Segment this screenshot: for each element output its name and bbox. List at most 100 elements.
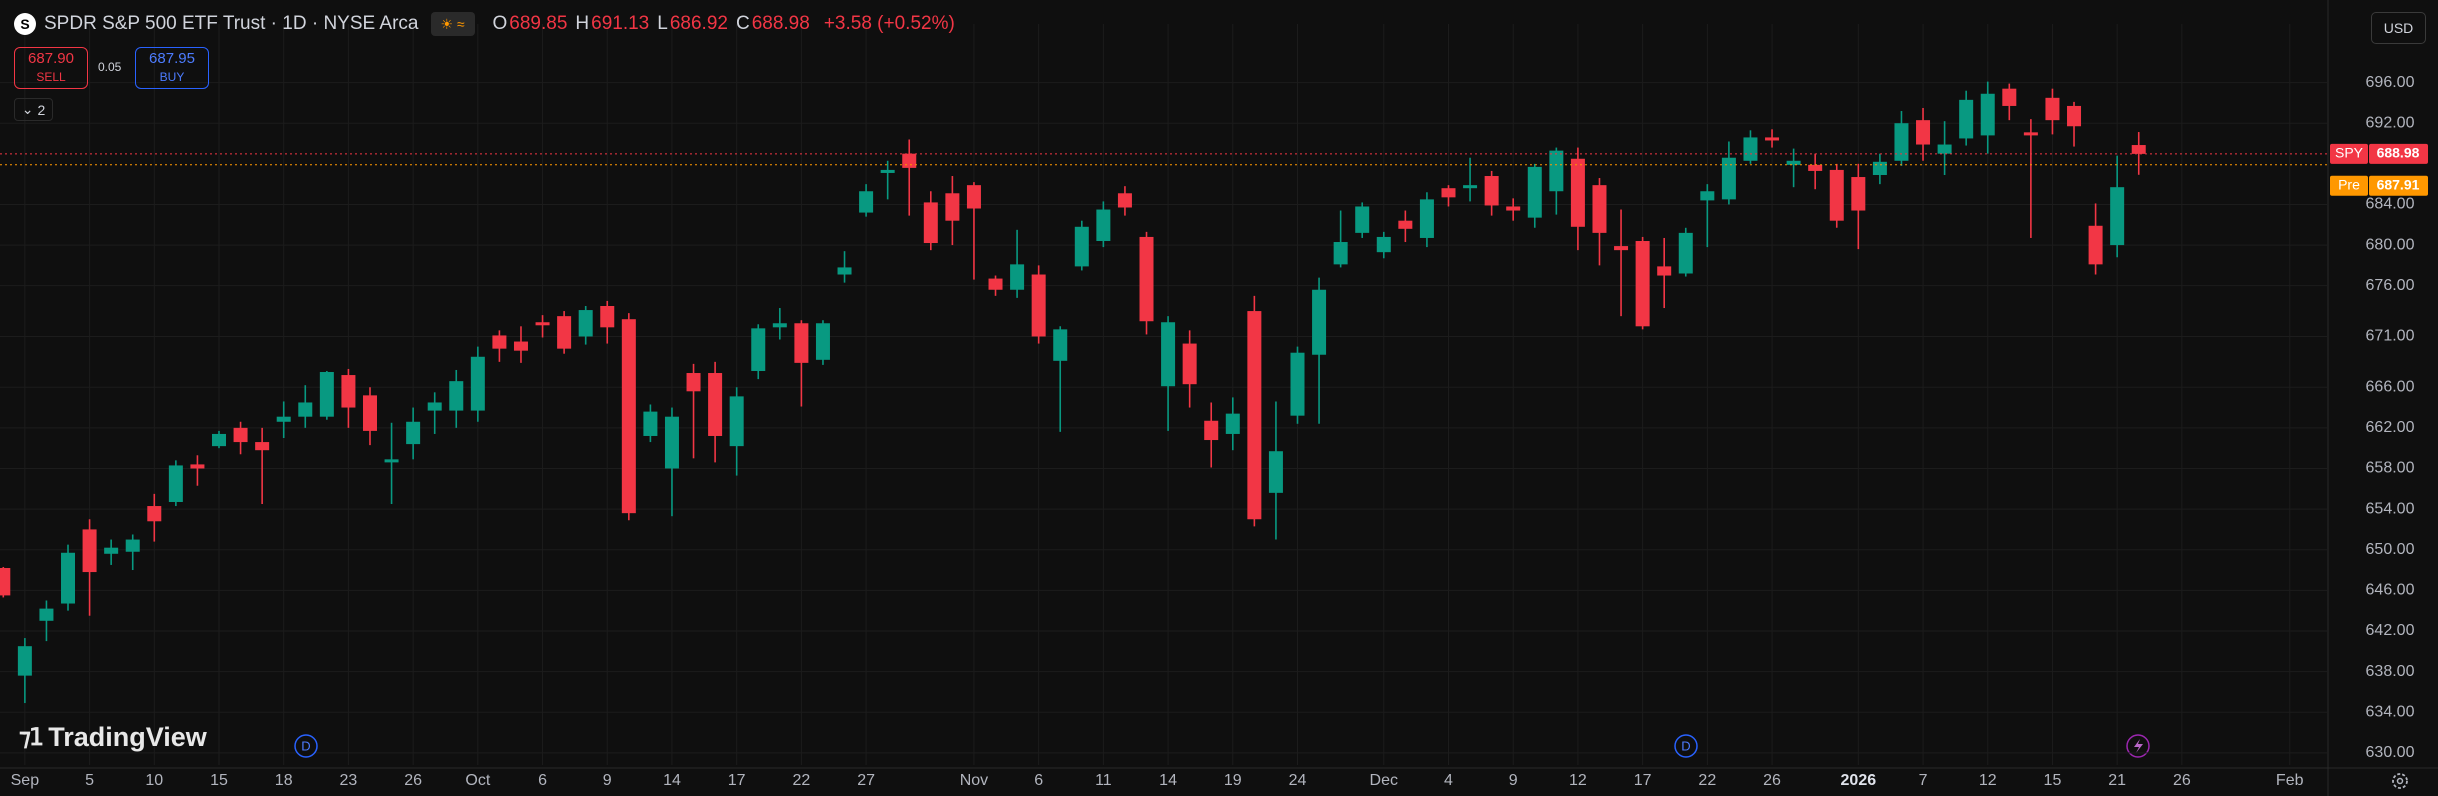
candle-body	[1290, 352, 1305, 416]
candle-body	[513, 341, 528, 351]
x-tick-label: 22	[792, 772, 810, 789]
candle	[837, 251, 852, 283]
candle-body	[470, 356, 485, 411]
sell-label: SELL	[36, 70, 66, 84]
buy-label: BUY	[159, 70, 185, 84]
candle	[39, 600, 54, 642]
candle-body	[535, 322, 550, 326]
price-tag-name-box	[2330, 143, 2368, 164]
candle	[2045, 88, 2060, 135]
ohlc-value: 688.98	[751, 13, 810, 34]
tradingview-logo[interactable]: ⁊𝟣 TradingView	[19, 722, 207, 753]
candle	[17, 638, 32, 704]
candle	[880, 160, 895, 200]
y-tick-label: 658.00	[2366, 460, 2415, 477]
candle	[1333, 210, 1348, 268]
candle-body	[600, 305, 615, 328]
settings-gear[interactable]	[2392, 773, 2408, 789]
candle	[1851, 163, 1866, 250]
candle	[1765, 129, 1780, 148]
candle	[1506, 198, 1521, 221]
gear-icon[interactable]	[2392, 773, 2408, 789]
candle	[1290, 346, 1305, 424]
candle	[988, 275, 1003, 296]
event-icon[interactable]	[2126, 734, 2150, 758]
candle-body	[2067, 105, 2082, 127]
candle	[1829, 163, 1844, 228]
candle	[1743, 130, 1758, 164]
candle-body	[1355, 206, 1370, 233]
indicators-toggle[interactable]: ⌄ 2	[14, 98, 53, 121]
candle	[1721, 141, 1736, 205]
candle-body	[1463, 185, 1478, 189]
candle	[1937, 121, 1952, 175]
ohlc-value: 689.85	[509, 13, 568, 34]
candle	[1355, 202, 1370, 238]
indicators-count: 2	[37, 101, 46, 118]
symbol-title[interactable]: SPDR S&P 500 ETF Trust · 1D · NYSE Arca	[44, 13, 419, 34]
candle	[2131, 132, 2146, 175]
event-marker[interactable]: D	[294, 734, 318, 758]
candle-body	[1592, 185, 1607, 233]
candle	[492, 330, 507, 362]
candle	[362, 387, 377, 446]
chevron: ⌄	[21, 101, 34, 117]
candle-body	[815, 323, 830, 360]
candle-body	[1225, 413, 1240, 434]
event-marker[interactable]: D	[1674, 734, 1698, 758]
candle	[212, 430, 226, 449]
x-tick-label: 14	[663, 772, 681, 789]
event-flash[interactable]	[2126, 734, 2150, 758]
candle	[168, 460, 183, 507]
candle	[1117, 186, 1132, 216]
logo-mark: ⁊𝟣	[19, 724, 44, 751]
candle-body	[427, 402, 442, 411]
candle	[557, 311, 572, 354]
candle	[966, 182, 981, 280]
candle	[1959, 90, 1974, 146]
candle-body	[1614, 246, 1629, 251]
candle-body	[341, 375, 356, 408]
candle-body	[276, 416, 291, 422]
candle	[1527, 163, 1542, 228]
candle-body	[298, 402, 313, 417]
candle	[1916, 107, 1931, 161]
spread: 0.05	[98, 60, 122, 74]
y-tick-label: 680.00	[2366, 236, 2415, 253]
candle-body	[578, 310, 593, 337]
candle	[729, 387, 744, 476]
x-tick-label: Sep	[11, 772, 40, 789]
buy-button[interactable]: 687.95 BUY	[135, 47, 209, 89]
currency-button[interactable]: USD	[2371, 12, 2426, 44]
candle-body	[406, 421, 421, 445]
candle-body	[880, 169, 895, 173]
y-tick-label: 630.00	[2366, 744, 2415, 761]
gear-icon-center	[2396, 777, 2404, 785]
price-tag-value-box	[2369, 143, 2428, 164]
x-tick-label: 6	[1034, 772, 1043, 789]
candle	[1980, 81, 1995, 154]
candles	[0, 81, 2146, 704]
candle	[0, 566, 11, 598]
candle	[190, 455, 205, 486]
candle	[686, 363, 701, 459]
candle	[298, 385, 313, 428]
x-tick-label: 21	[2108, 772, 2126, 789]
candle	[2088, 203, 2103, 275]
x-tick-label: 10	[145, 772, 163, 789]
x-tick-label: 5	[85, 772, 94, 789]
candle	[1808, 153, 1823, 190]
candle	[600, 300, 615, 344]
sell-button[interactable]: 687.90 SELL	[14, 47, 88, 89]
candle-body	[664, 416, 679, 469]
logo-text: TradingView	[48, 722, 207, 752]
candle-body	[1894, 123, 1909, 161]
candle	[233, 421, 248, 455]
candle	[1074, 220, 1089, 271]
candle-body	[212, 433, 226, 447]
candle-body	[1527, 166, 1542, 218]
x-tick-label: 26	[404, 772, 422, 789]
y-tick-label: 650.00	[2366, 541, 2415, 558]
x-tick-label: 15	[2044, 772, 2062, 789]
market-status-icon[interactable]: ☀ ≈	[430, 12, 475, 36]
